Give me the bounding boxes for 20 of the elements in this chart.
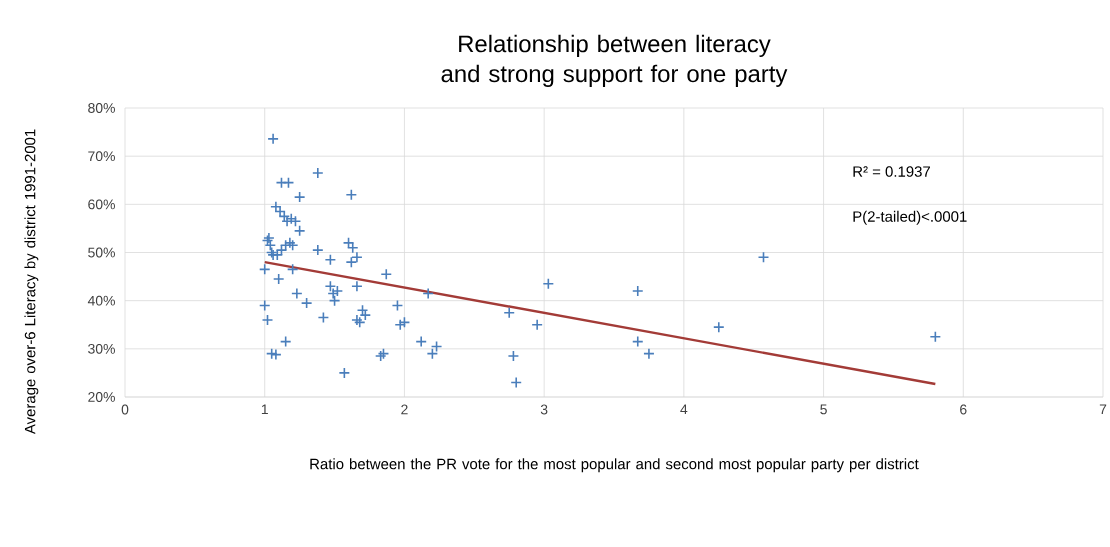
x-tick-label: 5: [820, 404, 827, 415]
annotation: R² = 0.1937: [853, 166, 930, 177]
chart-title: Relationship between literacy and strong support for one party: [441, 34, 788, 87]
x-axis-title: Ratio between the PR vote for the most popular and second most popular party per district: [310, 458, 919, 473]
x-tick-label: 7: [1099, 404, 1107, 415]
x-tick-label: 3: [540, 404, 548, 415]
y-tick-label: 70%: [88, 151, 115, 162]
y-tick-label: 30%: [88, 343, 115, 354]
y-axis-title: Average over-6 Literacy by district 1991-2001: [24, 129, 39, 435]
x-tick-label: 6: [960, 404, 967, 415]
y-tick-label: 20%: [88, 392, 115, 402]
y-tick-label: 50%: [88, 247, 115, 258]
x-tick-label: 1: [261, 404, 268, 415]
annotation: P(2-tailed)<.0001: [853, 210, 967, 225]
x-tick-label: 2: [401, 404, 408, 415]
y-tick-label: 80%: [88, 103, 115, 113]
x-tick-label: 4: [680, 404, 688, 415]
x-tick-label: 0: [121, 404, 129, 415]
y-tick-label: 60%: [88, 199, 115, 210]
y-tick-label: 40%: [87, 295, 115, 306]
